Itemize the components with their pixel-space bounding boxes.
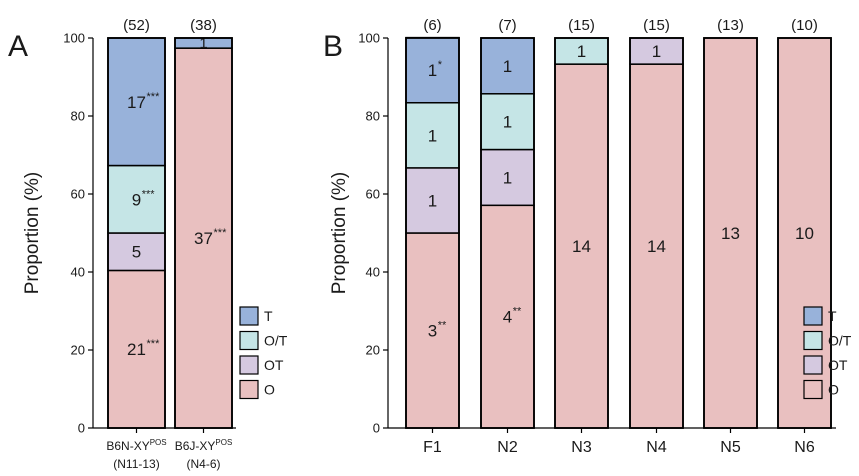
legend-swatch-ot: [803, 355, 823, 375]
segment-value-label: 4: [503, 308, 512, 327]
x-category-label: N6: [794, 439, 815, 456]
x-category-sublabel: (N11-13): [113, 457, 159, 471]
y-tick-label: 0: [373, 421, 380, 436]
legend-label: OT: [828, 357, 848, 373]
y-tick-label: 40: [366, 265, 380, 280]
y-axis-title: Proportion (%): [22, 172, 43, 295]
sample-size-label: (15): [643, 17, 670, 34]
legend-swatch-o: [803, 379, 823, 400]
sample-size-label: (7): [498, 17, 516, 34]
significance-stars: ***: [147, 338, 161, 350]
y-tick-label: 100: [358, 31, 380, 46]
legend-swatch-o-t: [803, 330, 823, 351]
y-tick-label: 0: [78, 421, 85, 436]
segment-value-label: 1: [428, 126, 437, 145]
sample-size-label: (15): [568, 17, 595, 34]
segment-value-label: 1: [199, 35, 207, 52]
legend-swatch-t: [239, 306, 259, 326]
bar-segment-o-t: [480, 93, 535, 151]
significance-stars: ***: [214, 227, 228, 239]
segment-value-label: 3: [428, 322, 437, 341]
legend-label: T: [828, 308, 837, 324]
legend-swatch-t: [803, 306, 823, 326]
segment-value-label: 1: [503, 57, 512, 76]
legend-swatch-ot: [239, 355, 259, 375]
legend-label: O/T: [828, 333, 852, 349]
segment-value-label: 1: [428, 191, 437, 210]
segment-value-label: 14: [572, 237, 591, 256]
segment-value-label: 5: [132, 243, 141, 262]
segment-value-label: 21: [127, 340, 146, 359]
y-tick-label: 80: [366, 109, 380, 124]
y-axis-title: Proportion (%): [329, 172, 350, 295]
sample-size-label: (10): [791, 17, 818, 34]
segment-value-label: 1: [503, 168, 512, 187]
segment-value-label: 13: [721, 224, 740, 243]
legend-label: OT: [264, 357, 284, 373]
x-category-label: B6J-XYPOS: [175, 438, 233, 453]
legend-label: O: [828, 382, 839, 398]
sample-size-label: (6): [423, 17, 441, 34]
segment-value-label: 37: [194, 229, 213, 248]
x-category-label: N3: [571, 439, 592, 456]
significance-stars: *: [438, 59, 443, 71]
significance-stars: ***: [147, 91, 161, 103]
legend-label: T: [264, 308, 273, 324]
significance-stars: **: [513, 306, 522, 318]
legend-swatch-o-t: [239, 330, 259, 351]
y-tick-label: 60: [366, 187, 380, 202]
legend-label: O/T: [264, 333, 288, 349]
bar-segment-t: [480, 37, 535, 95]
y-tick-label: 20: [71, 343, 85, 358]
bar-segment-t: [405, 36, 460, 104]
segment-value-label: 14: [647, 237, 666, 256]
panel-letter-a: A: [8, 30, 28, 63]
legend-swatch-o: [239, 379, 259, 400]
panel-letter-b: B: [323, 30, 343, 63]
x-category-sup: POS: [215, 438, 232, 447]
bar-segment-ot: [480, 148, 535, 207]
segment-value-label: 1: [428, 61, 437, 80]
segment-value-label: 10: [795, 224, 814, 243]
bar-segment-o: [405, 232, 460, 429]
significance-stars: **: [438, 320, 447, 332]
legend-label: O: [264, 382, 275, 398]
bar-segment-o: [174, 47, 233, 429]
bar-segment-ot: [107, 232, 166, 272]
sample-size-label: (13): [717, 17, 744, 34]
x-category-label: N4: [646, 439, 667, 456]
sample-size-label: (52): [123, 17, 150, 34]
x-category-main: B6N-XY: [106, 439, 149, 453]
x-category-main: B6J-XY: [175, 439, 216, 453]
segment-value-label: 1: [652, 42, 661, 61]
significance-stars: ***: [142, 188, 156, 200]
y-tick-label: 60: [71, 187, 85, 202]
segment-value-label: 1: [503, 113, 512, 132]
x-category-sublabel: (N4-6): [186, 457, 220, 471]
segment-value-label: 17: [127, 93, 146, 112]
x-category-label: N5: [720, 439, 741, 456]
segment-value-label: 1: [577, 42, 586, 61]
y-tick-label: 40: [71, 265, 85, 280]
sample-size-label: (38): [190, 17, 217, 34]
x-category-label: B6N-XYPOS: [106, 438, 166, 453]
x-category-label: F1: [423, 439, 442, 456]
x-category-sup: POS: [150, 438, 167, 447]
y-tick-label: 80: [71, 109, 85, 124]
segment-value-label: 9: [132, 190, 141, 209]
bar-segment-o: [629, 63, 684, 429]
y-tick-label: 100: [63, 31, 85, 46]
x-category-label: N2: [497, 439, 518, 456]
y-tick-label: 20: [366, 343, 380, 358]
